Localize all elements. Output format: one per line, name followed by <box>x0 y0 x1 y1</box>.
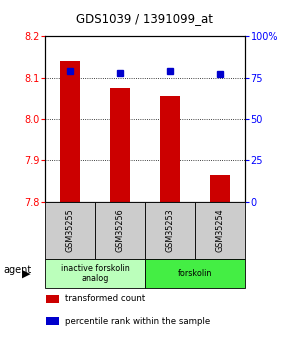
Bar <box>160 96 180 202</box>
Text: transformed count: transformed count <box>65 294 146 303</box>
Text: percentile rank within the sample: percentile rank within the sample <box>65 317 211 326</box>
Text: forskolin: forskolin <box>178 269 212 278</box>
Text: GSM35253: GSM35253 <box>166 208 175 252</box>
Text: GSM35256: GSM35256 <box>115 208 124 252</box>
Text: GSM35254: GSM35254 <box>215 208 224 252</box>
Text: GDS1039 / 1391099_at: GDS1039 / 1391099_at <box>77 12 213 26</box>
Text: inactive forskolin
analog: inactive forskolin analog <box>61 264 129 283</box>
Text: GSM35255: GSM35255 <box>66 208 75 252</box>
Bar <box>210 175 230 202</box>
Bar <box>60 61 80 202</box>
Text: agent: agent <box>3 265 31 275</box>
Bar <box>110 88 130 202</box>
Text: ▶: ▶ <box>22 268 30 278</box>
